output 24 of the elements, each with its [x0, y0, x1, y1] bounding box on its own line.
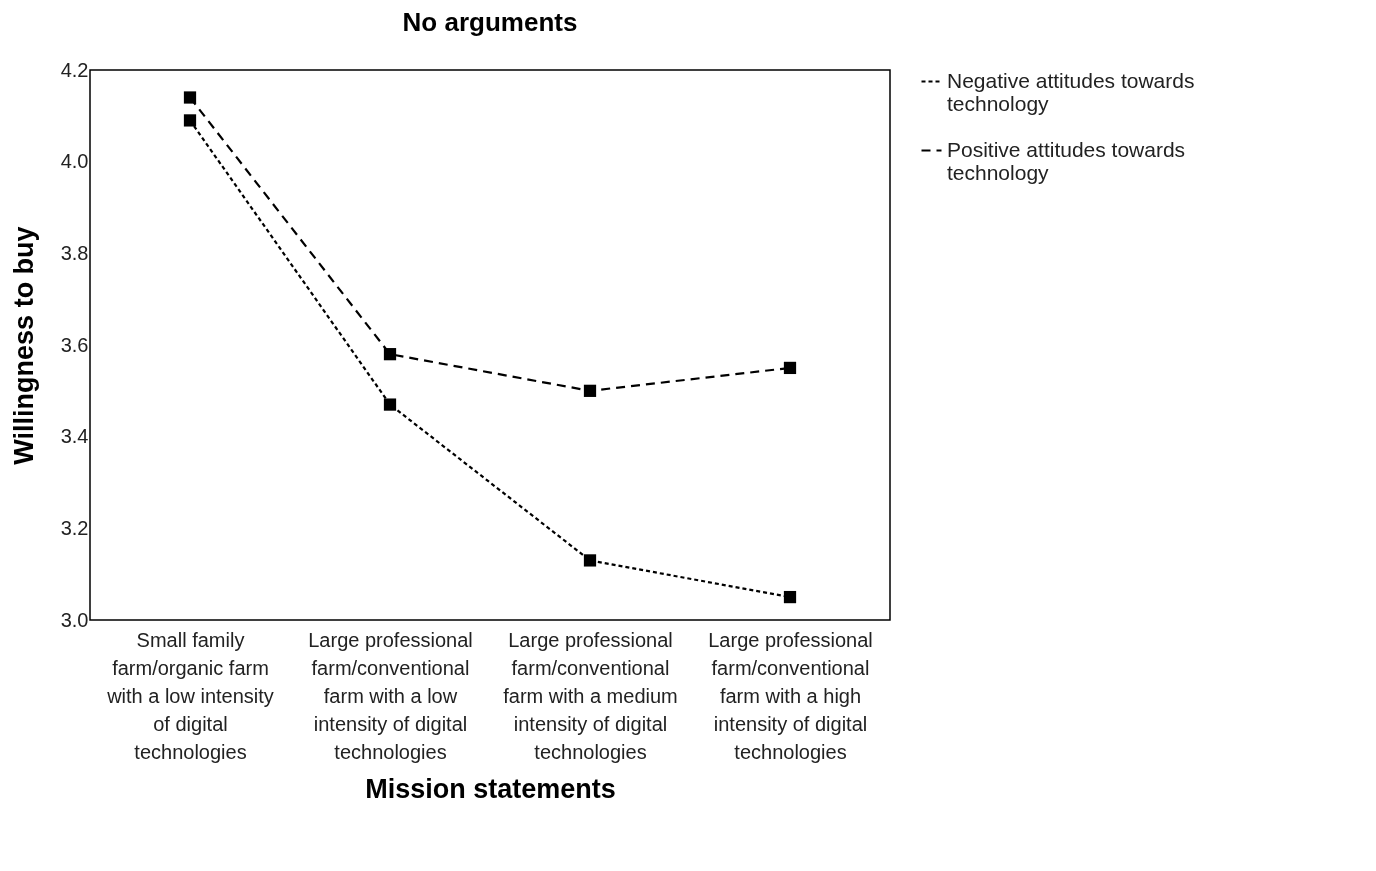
point — [383, 398, 397, 411]
y-axis-title: Willingness to buy — [8, 226, 39, 465]
chart-title: No arguments — [402, 7, 578, 37]
point — [383, 348, 397, 361]
point — [183, 114, 197, 127]
y-tick-label: 3.6 — [60, 333, 89, 356]
point — [583, 554, 597, 567]
y-tick-label: 3.4 — [60, 425, 89, 448]
legend-label: Positive attitudes towards technology — [947, 137, 1186, 184]
y-tick-label: 3.2 — [60, 516, 89, 539]
x-axis-title: Mission statements — [365, 773, 616, 804]
x-tick-label: Large professional farm/conventional farm with a low intensity of digital technologies — [308, 628, 473, 763]
legend-label: Negative attitudes towards technology — [947, 68, 1195, 115]
y-tick-label: 4.2 — [60, 58, 89, 81]
point — [583, 384, 597, 397]
x-tick-label: Large professional farm/conventional farm with a high intensity of digital technologies — [708, 628, 873, 763]
y-tick-label: 3.0 — [60, 608, 89, 631]
y-tick-label: 3.8 — [60, 241, 89, 264]
x-tick-label: Small family farm/organic farm with a low intensity of digital technologies — [106, 628, 274, 763]
point — [783, 361, 797, 375]
x-tick-label: Large professional farm/conventional farm with a medium intensity of digital technologies — [503, 628, 678, 763]
point — [183, 91, 197, 104]
point — [783, 590, 797, 604]
y-tick-label: 4.0 — [60, 150, 89, 173]
